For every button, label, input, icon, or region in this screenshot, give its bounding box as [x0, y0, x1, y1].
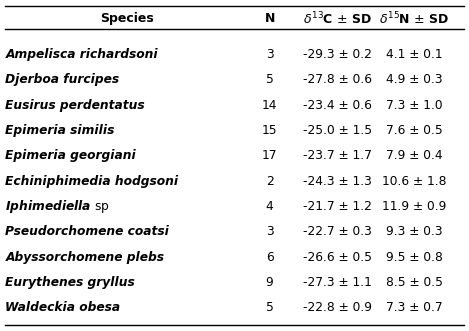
Text: -29.3 ± 0.2: -29.3 ± 0.2: [303, 48, 372, 61]
Text: 3: 3: [266, 225, 273, 238]
Text: Abyssorchomene plebs: Abyssorchomene plebs: [5, 251, 164, 263]
Text: 9.3 ± 0.3: 9.3 ± 0.3: [386, 225, 443, 238]
Text: Djerboa furcipes: Djerboa furcipes: [5, 73, 120, 86]
Text: -22.8 ± 0.9: -22.8 ± 0.9: [303, 301, 372, 314]
Text: Pseudorchomene coatsi: Pseudorchomene coatsi: [5, 225, 169, 238]
Text: Echiniphimedia hodgsoni: Echiniphimedia hodgsoni: [5, 175, 179, 188]
Text: -27.8 ± 0.6: -27.8 ± 0.6: [303, 73, 372, 86]
Text: $\delta^{15}$N $\pm$ SD: $\delta^{15}$N $\pm$ SD: [379, 11, 450, 27]
Text: N: N: [265, 12, 275, 25]
Text: 2: 2: [266, 175, 273, 188]
Text: 10.6 ± 1.8: 10.6 ± 1.8: [382, 175, 447, 188]
Text: 5: 5: [265, 301, 273, 314]
Text: -27.3 ± 1.1: -27.3 ± 1.1: [303, 276, 372, 289]
Text: 11.9 ± 0.9: 11.9 ± 0.9: [382, 200, 446, 213]
Text: $\delta^{13}$C $\pm$ SD: $\delta^{13}$C $\pm$ SD: [303, 11, 372, 27]
Text: 5: 5: [265, 73, 273, 86]
Text: Eurythenes gryllus: Eurythenes gryllus: [5, 276, 135, 289]
Text: Waldeckia obesa: Waldeckia obesa: [5, 301, 121, 314]
Text: 4.9 ± 0.3: 4.9 ± 0.3: [386, 73, 443, 86]
Text: -23.7 ± 1.7: -23.7 ± 1.7: [303, 149, 372, 162]
Text: Species: Species: [100, 12, 154, 25]
Text: 6: 6: [266, 251, 273, 263]
Text: 4: 4: [266, 200, 273, 213]
Text: Eusirus perdentatus: Eusirus perdentatus: [5, 99, 145, 112]
Text: 17: 17: [262, 149, 277, 162]
Text: 4.1 ± 0.1: 4.1 ± 0.1: [386, 48, 443, 61]
Text: 9.5 ± 0.8: 9.5 ± 0.8: [386, 251, 443, 263]
Text: 7.9 ± 0.4: 7.9 ± 0.4: [386, 149, 443, 162]
Text: -21.7 ± 1.2: -21.7 ± 1.2: [303, 200, 372, 213]
Text: 8.5 ± 0.5: 8.5 ± 0.5: [386, 276, 443, 289]
Text: $\mathbfit{Iphimediella}$ $\mathrm{sp}$: $\mathbfit{Iphimediella}$ $\mathrm{sp}$: [5, 198, 110, 215]
Text: -24.3 ± 1.3: -24.3 ± 1.3: [303, 175, 372, 188]
Text: -23.4 ± 0.6: -23.4 ± 0.6: [303, 99, 372, 112]
Text: -25.0 ± 1.5: -25.0 ± 1.5: [303, 124, 372, 137]
Text: 7.3 ± 1.0: 7.3 ± 1.0: [386, 99, 443, 112]
Text: 15: 15: [262, 124, 277, 137]
Text: 7.3 ± 0.7: 7.3 ± 0.7: [386, 301, 443, 314]
Text: -26.6 ± 0.5: -26.6 ± 0.5: [303, 251, 372, 263]
Text: Ampelisca richardsoni: Ampelisca richardsoni: [5, 48, 158, 61]
Text: 3: 3: [266, 48, 273, 61]
Text: 7.6 ± 0.5: 7.6 ± 0.5: [386, 124, 443, 137]
Text: 14: 14: [262, 99, 277, 112]
Text: Epimeria similis: Epimeria similis: [5, 124, 115, 137]
Text: -22.7 ± 0.3: -22.7 ± 0.3: [303, 225, 372, 238]
Text: Epimeria georgiani: Epimeria georgiani: [5, 149, 136, 162]
Text: 9: 9: [266, 276, 273, 289]
